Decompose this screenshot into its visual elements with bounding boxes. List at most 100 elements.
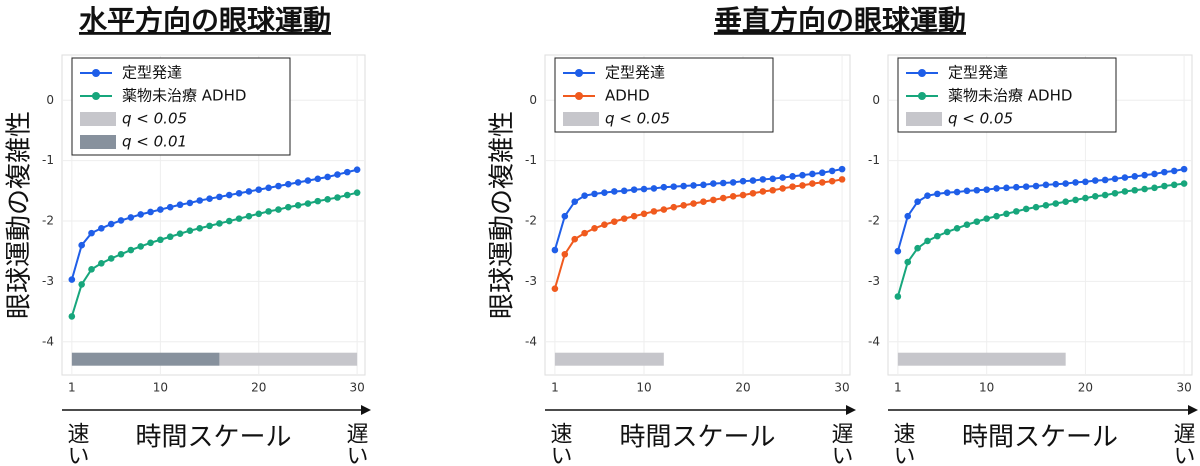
data-point (1101, 176, 1109, 184)
data-point (759, 188, 767, 195)
data-point (245, 188, 253, 195)
data-point (789, 173, 796, 180)
data-point (1101, 191, 1109, 199)
data-point (1141, 185, 1148, 193)
data-point (719, 194, 727, 202)
data-point (98, 260, 105, 267)
data-point (206, 195, 213, 202)
data-point (914, 244, 921, 252)
data-point (789, 183, 796, 190)
x-axis-label: 時間スケール (619, 423, 775, 453)
data-point (284, 180, 292, 188)
data-point (353, 189, 361, 196)
data-point (1062, 180, 1069, 187)
data-point (818, 169, 826, 177)
legend-swatch (80, 112, 116, 126)
data-point (304, 200, 312, 207)
data-point (78, 281, 85, 288)
data-point (973, 218, 981, 225)
data-point (1161, 182, 1168, 190)
x-tick-label: 10 (153, 381, 168, 395)
data-point (176, 201, 184, 209)
data-point (166, 203, 174, 211)
x-tick-label: 20 (251, 381, 266, 395)
data-point (1013, 208, 1020, 215)
data-point (963, 187, 971, 195)
arrow-head (846, 405, 856, 415)
y-axis-label: 眼球運動の複雑性 (488, 111, 518, 319)
y-tick-label: 0 (529, 93, 537, 107)
y-tick-label: -1 (868, 153, 880, 167)
data-point (255, 210, 263, 218)
data-point (166, 233, 174, 241)
data-point (343, 168, 351, 176)
data-point (640, 185, 648, 193)
fast-label: 速い (64, 422, 90, 466)
data-point (1151, 170, 1158, 178)
data-point (739, 177, 747, 185)
data-point (710, 196, 717, 204)
data-point (343, 191, 351, 199)
data-point (660, 183, 668, 191)
y-tick-label: -2 (525, 214, 537, 228)
data-point (68, 276, 76, 283)
data-point (729, 179, 737, 186)
heading: 垂直方向の眼球運動 (714, 4, 966, 37)
data-point (196, 197, 204, 204)
data-point (749, 177, 757, 184)
data-point (1131, 186, 1139, 194)
data-point (157, 236, 164, 244)
data-point (353, 166, 361, 174)
data-point (1042, 202, 1050, 209)
data-point (943, 228, 951, 236)
data-point (284, 203, 292, 211)
data-point (1170, 181, 1178, 189)
legend-marker (918, 69, 926, 77)
arrow-head (1188, 405, 1198, 415)
data-point (700, 181, 707, 189)
y-tick-label: -1 (42, 153, 54, 167)
y-tick-label: 0 (872, 93, 880, 107)
data-point (225, 217, 233, 225)
data-point (314, 197, 322, 205)
data-point (993, 185, 1000, 192)
x-tick-label: 30 (349, 381, 364, 395)
data-point (1052, 180, 1060, 188)
legend-label: 定型発達 (122, 64, 182, 82)
slow-label: 遅い (1170, 422, 1196, 466)
data-point (1091, 192, 1099, 200)
data-point (324, 196, 331, 203)
data-point (107, 255, 115, 262)
legend-label: q < 0.05 (605, 110, 670, 128)
data-point (294, 179, 302, 186)
legend-marker (575, 69, 583, 77)
legend-label: 定型発達 (948, 64, 1008, 82)
x-tick-label: 10 (979, 381, 994, 395)
data-point (601, 189, 608, 196)
data-point (779, 185, 786, 192)
data-point (235, 189, 243, 197)
data-point (1141, 171, 1148, 179)
data-point (1022, 205, 1030, 213)
data-point (1013, 183, 1020, 191)
data-point (68, 313, 76, 320)
data-point (1091, 177, 1099, 184)
y-tick-label: -4 (525, 334, 537, 348)
heading: 水平方向の眼球運動 (79, 4, 331, 37)
slow-label: 遅い (828, 422, 854, 466)
arrow-head (361, 405, 371, 415)
data-point (1042, 181, 1050, 189)
data-point (314, 175, 322, 183)
data-point (107, 220, 115, 228)
data-point (334, 194, 341, 201)
data-point (561, 250, 569, 258)
y-tick-label: 0 (46, 93, 54, 107)
data-point (1062, 198, 1069, 206)
data-point (1121, 174, 1129, 181)
data-point (904, 212, 912, 220)
data-point (828, 177, 836, 185)
y-tick-label: -4 (42, 334, 54, 348)
data-point (1032, 203, 1040, 211)
significance-bar (219, 352, 358, 366)
data-point (581, 192, 588, 199)
